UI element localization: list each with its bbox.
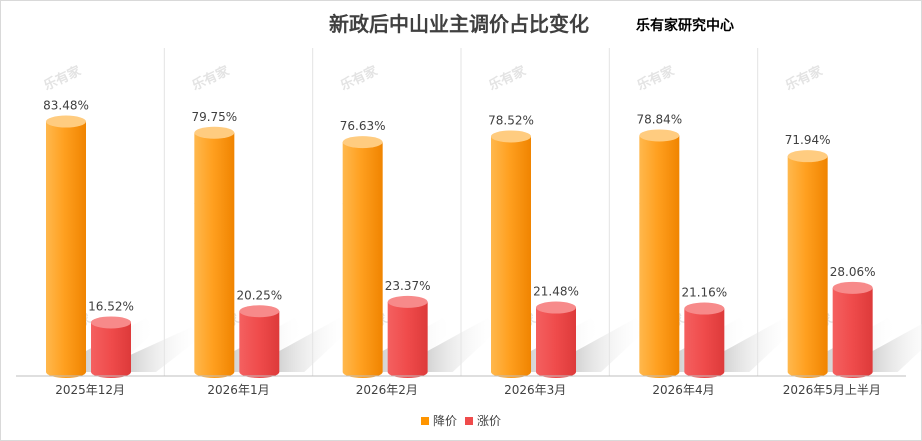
bar-shadow [872,323,922,372]
legend-swatch [465,416,473,425]
bar-降价 [194,132,235,378]
legend-label: 涨价 [477,414,502,428]
legend: 降价 涨价 [0,412,922,429]
bar-top-cap [194,126,235,139]
data-label: 76.63% [340,119,386,133]
watermark: 乐有家 [41,62,84,93]
bar-涨价 [684,308,725,378]
bar-top-cap [342,136,383,149]
bar-shadow [131,327,201,372]
bar-top-cap [684,302,725,315]
data-label: 71.94% [785,133,831,147]
bar-涨价 [387,301,428,378]
watermark: 乐有家 [783,62,826,93]
bar-降价 [787,156,828,378]
watermark: 乐有家 [190,62,233,93]
bar-涨价 [832,287,873,378]
legend-item: 降价 [420,412,457,429]
bar-涨价 [239,311,280,378]
bar-涨价 [536,307,576,378]
bar-top-cap [387,295,428,308]
chart-subtitle: 乐有家研究中心 [636,18,734,34]
bar-降价 [46,121,86,378]
x-tick-label: 2026年3月 [504,383,566,397]
watermark: 乐有家 [635,62,678,93]
bar-shadow [427,318,498,372]
bar-top-cap [46,115,86,128]
legend-item: 涨价 [465,412,501,429]
data-label: 20.25% [236,288,282,302]
data-label: 78.84% [636,112,682,126]
bar-shadow [724,318,795,372]
bar-top-cap [91,316,131,329]
bar-shadow [279,318,350,372]
x-tick-label: 2026年2月 [356,383,418,397]
bar-top-cap [832,281,873,294]
data-label: 21.16% [681,286,727,300]
data-label: 83.48% [43,99,89,113]
data-label: 79.75% [191,110,237,124]
bar-top-cap [639,129,680,142]
bar-top-cap [787,150,828,163]
data-label: 28.06% [830,265,876,279]
data-label: 21.48% [533,285,579,299]
bar-降价 [491,136,531,378]
x-tick-label: 2026年1月 [207,383,269,397]
bar-shadow [576,318,646,372]
legend-swatch [420,416,429,425]
bar-降价 [342,142,383,378]
bar-top-cap [536,301,576,314]
bar-top-cap [239,305,280,318]
x-tick-label: 2026年4月 [652,383,714,397]
x-tick-label: 2025年12月 [55,383,125,397]
legend-label: 降价 [432,414,457,428]
x-tick-label: 2026年5月上半月 [783,383,881,397]
data-label: 23.37% [385,279,431,293]
bar-降价 [639,135,680,378]
data-label: 16.52% [88,299,134,313]
watermark: 乐有家 [338,62,381,93]
data-label: 78.52% [488,113,534,127]
chart-title: 新政后中山业主调价占比变化 [329,12,589,36]
bar-涨价 [91,322,131,378]
bar-top-cap [491,130,531,143]
watermark: 乐有家 [486,62,529,93]
